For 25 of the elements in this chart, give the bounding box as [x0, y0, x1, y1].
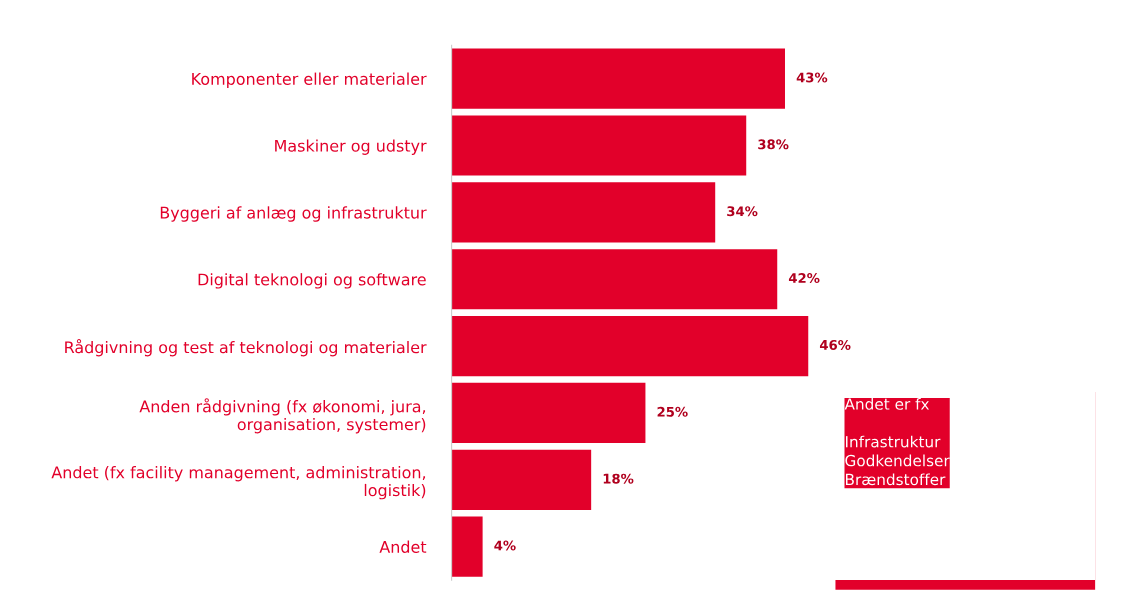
- y-tick-label: Digital teknologi og software: [198, 273, 426, 289]
- y-tick-label: Andet (fx facility management, administration, logistik): [51, 466, 426, 500]
- y-tick-label: Maskiner og udstyr: [275, 139, 427, 155]
- data-label: 25%: [657, 406, 688, 417]
- bar: [451, 382, 646, 444]
- data-label: 46%: [819, 339, 851, 350]
- bar: [451, 449, 592, 510]
- bar: [451, 48, 785, 109]
- bar: [451, 115, 747, 176]
- y-tick-label: Anden rådgivning (fx økonomi, jura, organisation, systemer): [139, 398, 426, 434]
- bar: [451, 316, 809, 377]
- data-label: 18%: [603, 473, 634, 484]
- data-label: 34%: [727, 206, 758, 217]
- bar: [451, 249, 778, 310]
- y-tick-label: Andet: [379, 540, 427, 553]
- y-tick-label: Rådgivning og test af teknologi og materialer: [65, 339, 427, 357]
- data-label: 38%: [758, 139, 789, 150]
- data-label: 42%: [788, 273, 820, 284]
- y-tick-label: Komponenter eller materialer: [192, 72, 427, 89]
- y-tick-label: Byggeri af anlæg og infrastruktur: [160, 206, 427, 222]
- data-label: 43%: [796, 72, 828, 83]
- text: Andet er fx Infrastruktur Godkendelser Brændstoffer: [844, 397, 950, 486]
- data-label: 4%: [494, 540, 516, 551]
- bar: [451, 182, 716, 243]
- bar: [451, 516, 483, 577]
